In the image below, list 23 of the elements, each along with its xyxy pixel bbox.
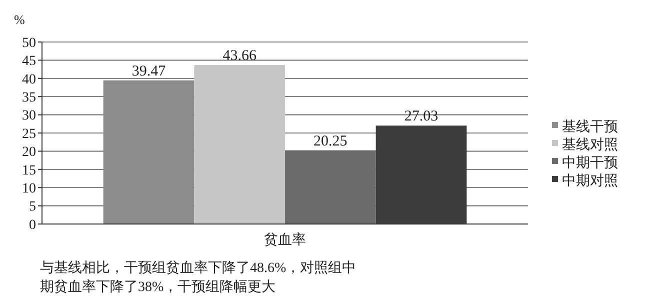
- bar: [285, 150, 376, 224]
- y-tick-label: 35: [22, 90, 36, 106]
- legend-label: 中期干预: [562, 154, 618, 171]
- x-tick-label: 贫血率: [264, 232, 306, 248]
- data-label: 39.47: [132, 63, 166, 80]
- y-tick-label: 40: [22, 72, 36, 88]
- bar: [103, 80, 194, 224]
- legend-label: 基线对照: [562, 136, 618, 153]
- bar: [194, 65, 285, 224]
- y-tick-label: 5: [29, 200, 36, 215]
- y-axis-title: %: [14, 12, 25, 27]
- y-tick-label: 25: [22, 126, 36, 142]
- y-tick-label: 0: [29, 218, 36, 233]
- y-tick-label: 30: [22, 108, 36, 124]
- text: 与基线相比，干预组贫血率下降了48.6%，对照组中期贫血率下降了38%，干预组降幅更大: [40, 260, 356, 295]
- y-tick-label: 20: [22, 145, 36, 160]
- y-tick-label: 50: [22, 36, 36, 51]
- legend-label: 基线干预: [562, 118, 618, 135]
- data-label: 20.25: [314, 133, 348, 150]
- y-tick-label: 45: [22, 54, 36, 70]
- y-tick-label: 15: [22, 163, 36, 178]
- legend-label: 中期对照: [562, 172, 618, 189]
- y-tick-label: 10: [22, 182, 36, 196]
